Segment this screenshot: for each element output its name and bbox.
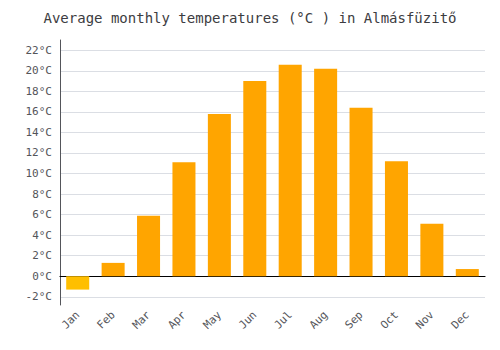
svg-text:Aug: Aug <box>307 308 330 331</box>
svg-text:8°C: 8°C <box>32 188 52 201</box>
svg-text:Jul: Jul <box>272 308 295 331</box>
svg-text:0°C: 0°C <box>32 270 52 283</box>
svg-text:6°C: 6°C <box>32 208 52 221</box>
svg-text:Nov: Nov <box>413 308 436 331</box>
svg-text:4°C: 4°C <box>32 229 52 242</box>
svg-text:12°C: 12°C <box>26 146 53 159</box>
svg-text:Jun: Jun <box>236 308 259 331</box>
svg-text:Sep: Sep <box>342 308 365 331</box>
svg-text:16°C: 16°C <box>26 105 53 118</box>
svg-text:Jan: Jan <box>59 308 82 331</box>
svg-text:-2°C: -2°C <box>26 290 53 303</box>
svg-text:18°C: 18°C <box>26 85 53 98</box>
svg-text:Oct: Oct <box>378 308 401 331</box>
svg-text:10°C: 10°C <box>26 167 53 180</box>
svg-text:Dec: Dec <box>449 308 472 331</box>
svg-text:Mar: Mar <box>130 308 153 331</box>
svg-text:Apr: Apr <box>165 308 188 331</box>
svg-text:Feb: Feb <box>94 308 117 331</box>
svg-text:2°C: 2°C <box>32 249 52 262</box>
svg-text:May: May <box>201 308 224 331</box>
svg-text:22°C: 22°C <box>26 44 53 57</box>
svg-text:20°C: 20°C <box>26 64 53 77</box>
svg-text:14°C: 14°C <box>26 126 53 139</box>
svg-text:Average monthly temperatures (: Average monthly temperatures (°C ) in Al… <box>43 10 456 26</box>
